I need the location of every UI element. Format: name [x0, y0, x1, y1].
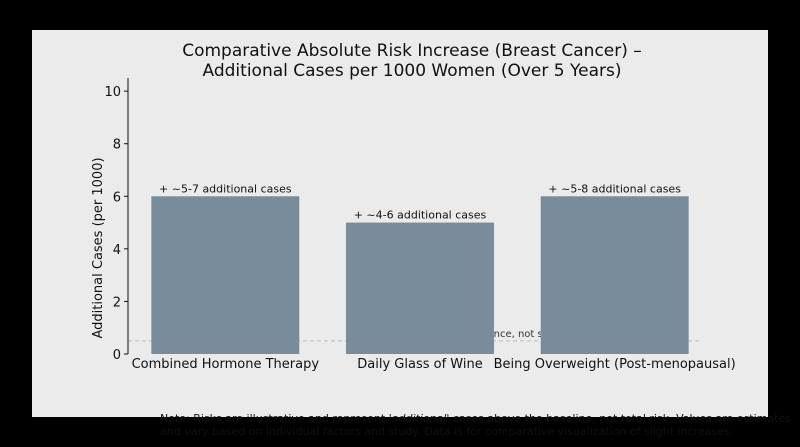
bar	[151, 196, 300, 354]
category-labels-group: Combined Hormone Therapy Daily Glass of W…	[132, 357, 736, 372]
bar-data-label: + ~4-6 additional cases	[354, 209, 487, 222]
y-tick-label: 8	[113, 138, 121, 153]
footnote-emphasis: additional	[391, 412, 447, 425]
chart-title-line-2: Additional Cases per 1000 Women (Over 5 …	[203, 61, 622, 81]
figure-panel: Comparative Absolute Risk Increase (Brea…	[32, 30, 791, 438]
footnote: Note: Risks are illustrative and represe…	[160, 412, 800, 438]
y-tick-label: 0	[113, 348, 121, 363]
bar-data-label: + ~5-7 additional cases	[159, 182, 292, 195]
data-labels-group: + ~5-7 additional cases + ~4-6 additional…	[159, 182, 681, 221]
y-axis-title: Additional Cases (per 1000)	[91, 157, 106, 338]
category-label: Being Overweight (Post-menopausal)	[494, 357, 736, 372]
bar-data-label: + ~5-8 additional cases	[548, 182, 681, 195]
y-tick-label: 6	[113, 190, 121, 205]
bar	[540, 196, 689, 354]
category-label: Daily Glass of Wine	[357, 357, 482, 372]
bar	[346, 222, 494, 354]
category-label: Combined Hormone Therapy	[132, 357, 320, 372]
footnote-suffix: ' cases above the baseline, not total ri…	[160, 412, 791, 438]
y-axis-ticks: 0 2 4 6 8 10	[104, 85, 128, 363]
footnote-prefix: Note: Risks are illustrative and represe…	[160, 412, 392, 425]
bar-chart: Comparative Absolute Risk Increase (Brea…	[91, 41, 736, 372]
y-tick-label: 10	[104, 85, 121, 100]
chart-title-line-1: Comparative Absolute Risk Increase (Brea…	[182, 41, 642, 61]
bars-group	[151, 196, 689, 354]
y-tick-label: 4	[113, 243, 121, 258]
y-tick-label: 2	[113, 295, 121, 310]
